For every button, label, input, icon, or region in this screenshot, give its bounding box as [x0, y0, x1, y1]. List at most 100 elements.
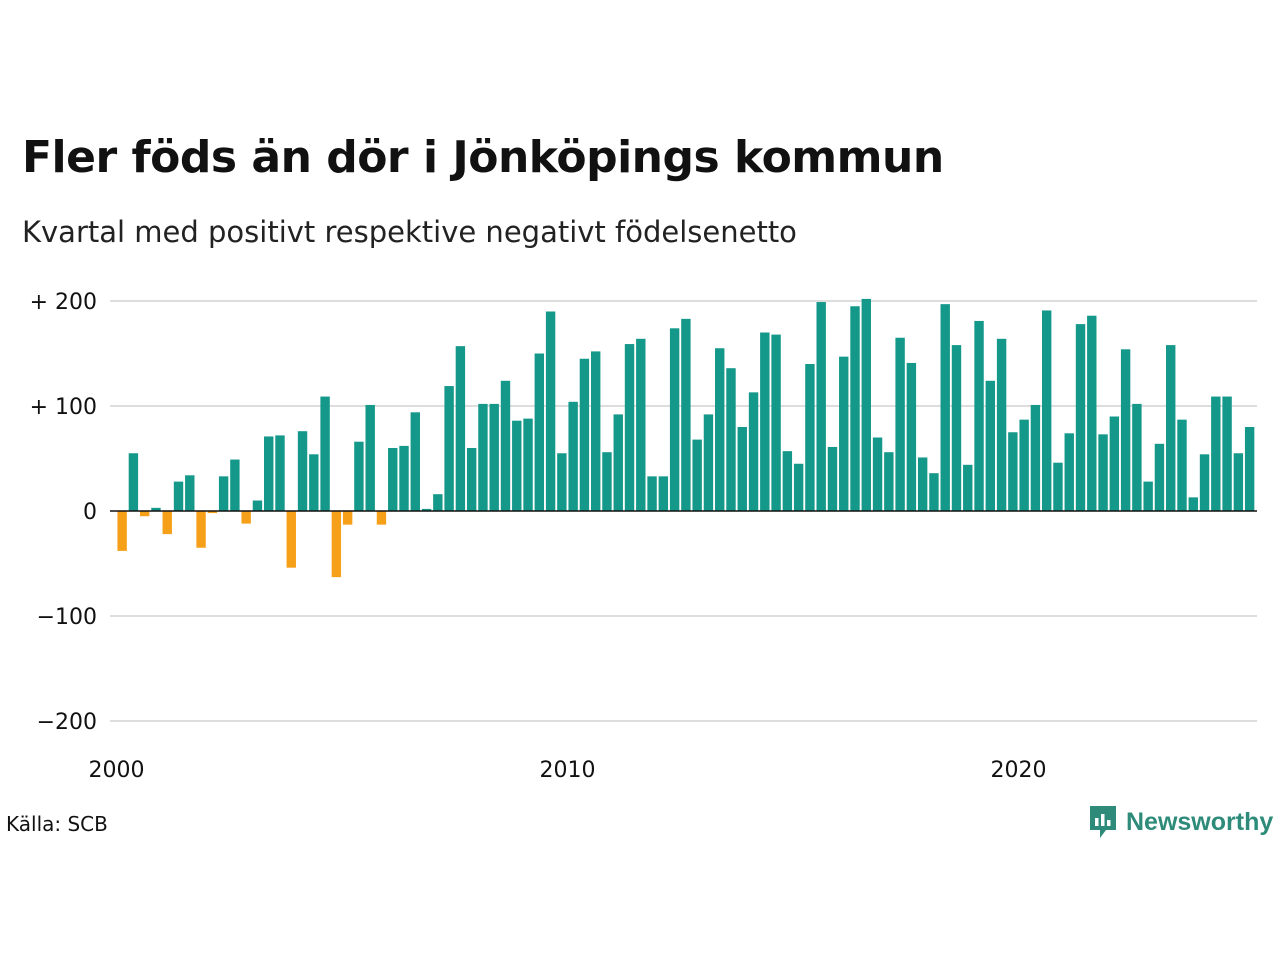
- bar-positive: [1199, 454, 1210, 511]
- bar-positive: [963, 464, 973, 511]
- bar-positive: [951, 345, 962, 511]
- bar-positive: [681, 318, 691, 511]
- bar-negative: [139, 511, 150, 517]
- bar-positive: [1109, 416, 1120, 511]
- bar-positive: [895, 337, 905, 511]
- bar-positive: [996, 338, 1007, 511]
- bar-positive: [1041, 310, 1052, 511]
- bar-positive: [545, 311, 556, 511]
- bar-positive: [1030, 404, 1041, 511]
- bars: [117, 298, 1255, 578]
- bar-positive: [264, 436, 274, 511]
- bar-positive: [1233, 453, 1244, 511]
- y-tick-label: + 200: [30, 290, 97, 315]
- x-tick-label: 2010: [540, 758, 596, 783]
- bar-positive: [850, 306, 860, 511]
- bar-negative: [196, 511, 206, 548]
- bar-negative: [207, 511, 218, 514]
- bar-positive: [906, 362, 917, 511]
- bar-positive: [455, 346, 466, 511]
- bar-positive: [1053, 462, 1063, 511]
- bar-positive: [275, 435, 285, 511]
- bar-positive: [151, 507, 161, 511]
- bar-positive: [466, 448, 477, 511]
- bar-negative: [342, 511, 353, 525]
- bar-positive: [568, 401, 578, 511]
- bar-positive: [478, 403, 488, 511]
- bar-negative: [331, 511, 342, 578]
- bar-positive: [1244, 427, 1255, 511]
- bar-positive: [354, 441, 364, 511]
- bar-positive: [771, 334, 781, 511]
- bar-positive: [782, 451, 793, 511]
- chart-subtitle: Kvartal med positivt respektive negativt…: [22, 215, 797, 249]
- source-note: Källa: SCB: [6, 812, 108, 836]
- bar-positive: [872, 437, 883, 511]
- bar-positive: [523, 418, 533, 511]
- x-tick-label: 2000: [89, 758, 145, 783]
- bar-positive: [884, 452, 894, 511]
- bar-positive: [1075, 324, 1086, 511]
- bar-negative: [162, 511, 172, 535]
- y-tick-label: −100: [37, 605, 97, 630]
- bar-positive: [388, 448, 398, 511]
- bar-positive: [692, 439, 702, 511]
- bar-positive: [1064, 433, 1074, 511]
- bar-positive: [252, 500, 263, 511]
- bar-negative: [117, 511, 127, 551]
- bar-positive: [1188, 497, 1198, 511]
- bar-positive: [1087, 315, 1097, 511]
- bar-positive: [1143, 481, 1153, 511]
- bar-positive: [748, 392, 759, 511]
- bar-positive: [218, 476, 229, 511]
- bar-positive: [365, 404, 375, 511]
- x-tick-label: 2020: [991, 758, 1047, 783]
- bar-positive: [1177, 419, 1187, 511]
- bar-positive: [444, 386, 454, 511]
- bar-negative: [286, 511, 296, 568]
- bar-positive: [1166, 345, 1176, 511]
- bar-positive: [647, 476, 657, 511]
- bar-positive: [1019, 419, 1029, 511]
- bar-positive: [128, 453, 139, 511]
- bar-positive: [827, 446, 838, 511]
- bar-positive: [985, 380, 996, 511]
- newsworthy-logo: Newsworthy: [1088, 804, 1273, 840]
- bar-positive: [557, 453, 567, 511]
- bar-positive: [715, 348, 725, 511]
- bar-positive: [579, 358, 590, 511]
- bar-positive: [726, 368, 736, 511]
- bar-positive: [590, 351, 601, 511]
- bar-positive: [613, 414, 623, 511]
- bar-positive: [500, 380, 511, 511]
- bar-positive: [1120, 349, 1131, 511]
- bar-positive: [737, 427, 747, 511]
- bar-positive: [940, 304, 950, 511]
- bar-positive: [320, 396, 330, 511]
- chart-title: Fler föds än dör i Jönköpings kommun: [22, 132, 944, 183]
- bar-positive: [839, 356, 849, 511]
- bar-positive: [760, 332, 770, 511]
- bar-positive: [230, 459, 240, 511]
- bar-positive: [297, 431, 308, 511]
- bar-positive: [185, 475, 195, 511]
- bar-positive: [793, 463, 804, 511]
- bar-positive: [309, 454, 319, 511]
- bar-positive: [602, 452, 612, 511]
- bar-positive: [636, 338, 646, 511]
- bar-positive: [658, 476, 669, 511]
- bar-positive: [1211, 396, 1221, 511]
- bar-negative: [241, 511, 251, 524]
- bar-positive: [929, 473, 939, 511]
- bar-positive: [433, 494, 443, 511]
- bar-positive: [805, 364, 815, 511]
- bar-positive: [421, 508, 432, 511]
- y-tick-label: 0: [83, 500, 97, 525]
- bar-negative: [376, 511, 387, 525]
- newsworthy-logo-icon: [1090, 806, 1116, 838]
- bar-positive: [669, 328, 680, 511]
- bar-positive: [917, 457, 928, 511]
- bar-positive: [1098, 434, 1108, 511]
- y-tick-label: + 100: [30, 395, 97, 420]
